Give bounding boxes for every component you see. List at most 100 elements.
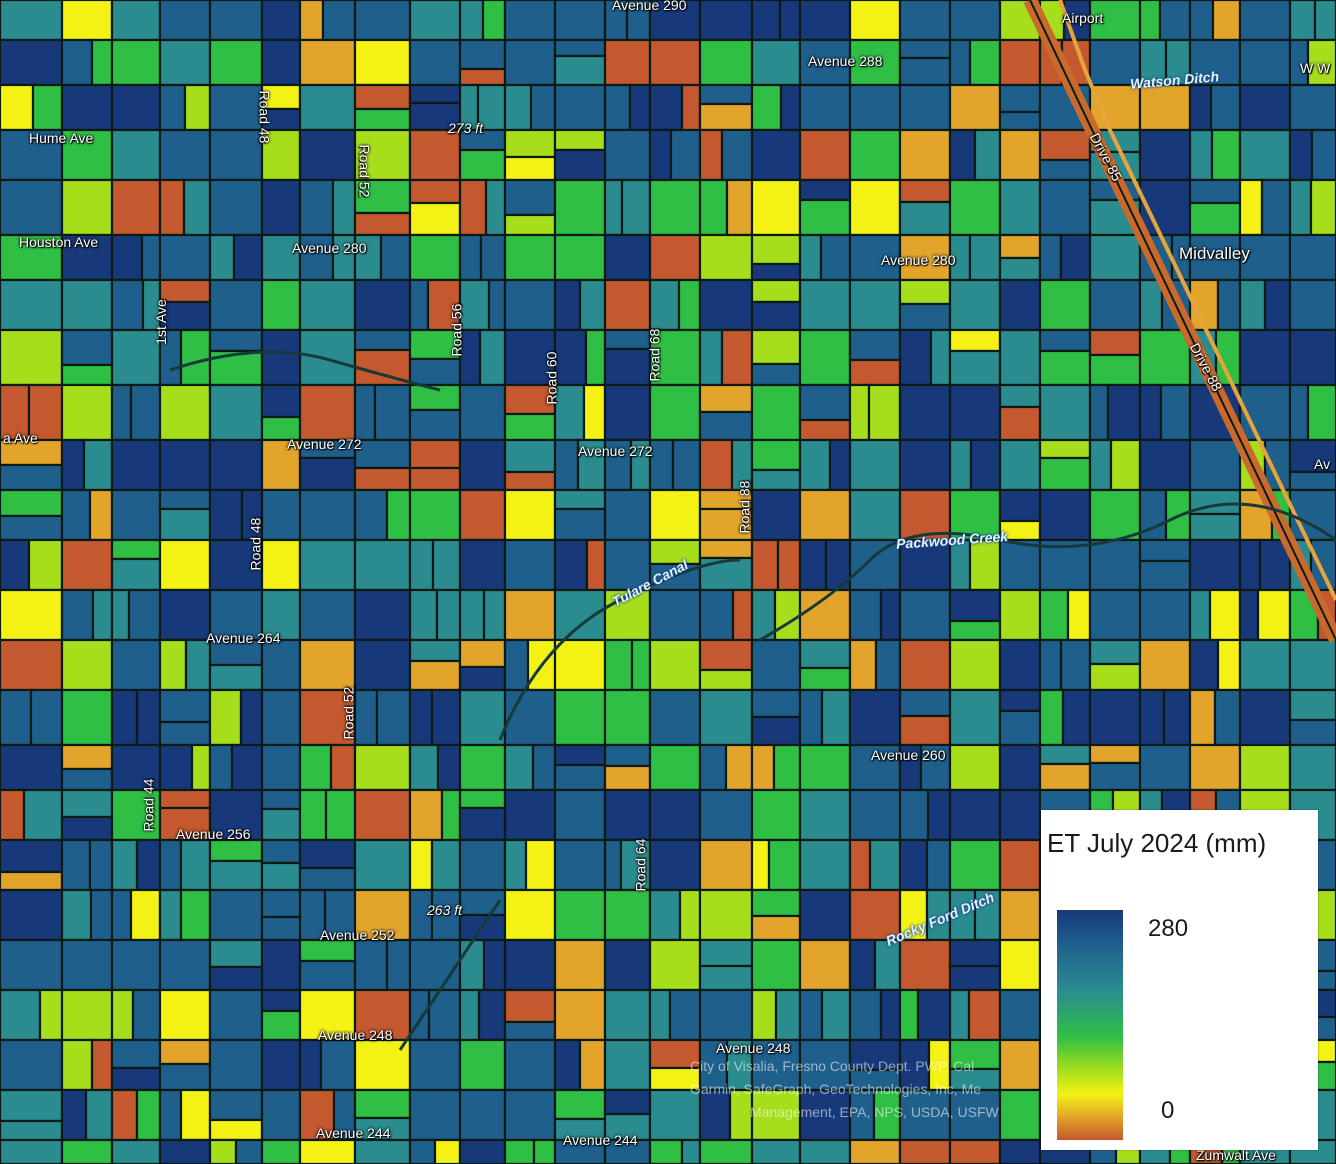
field-parcel: [750, 178, 802, 237]
field-parcel: [750, 715, 802, 747]
field-parcel: [408, 1088, 462, 1142]
field-parcel: [183, 83, 212, 132]
field-parcel: [458, 38, 507, 71]
field-parcel: [458, 178, 488, 237]
field-parcel: [208, 538, 264, 592]
field-parcel: [408, 128, 462, 182]
field-parcel: [1256, 588, 1292, 642]
field-parcel: [1288, 128, 1314, 182]
field-parcel: [31, 83, 64, 132]
field-parcel: [848, 638, 878, 692]
field-parcel: [208, 888, 264, 942]
field-parcel: [553, 233, 607, 282]
field-parcel: [948, 838, 1002, 892]
field-parcel: [408, 1038, 462, 1092]
field-parcel: [603, 888, 652, 942]
field-parcel: [208, 1138, 238, 1164]
field-parcel: [898, 302, 952, 332]
field-parcel: [926, 788, 952, 842]
field-parcel: [898, 438, 952, 492]
field-parcel: [603, 588, 652, 642]
field-parcel: [750, 262, 802, 282]
field-parcel: [1138, 0, 1162, 42]
field-parcel: [750, 233, 802, 266]
field-parcel: [698, 888, 754, 942]
field-parcel: [110, 383, 133, 442]
field-parcel: [208, 938, 264, 969]
field-parcel: [998, 38, 1042, 87]
field-parcel: [298, 959, 357, 992]
field-parcel: [750, 0, 782, 42]
field-parcel: [698, 83, 754, 106]
map-label-263-ft: 263 ft: [427, 902, 463, 918]
field-parcel: [603, 838, 623, 892]
field-parcel: [430, 888, 462, 942]
field-parcel: [767, 838, 802, 892]
field-parcel: [208, 488, 244, 542]
field-parcel: [553, 763, 607, 792]
field-parcel: [260, 638, 302, 692]
field-parcel: [408, 659, 462, 692]
field-parcel: [353, 211, 412, 237]
field-parcel: [948, 83, 1002, 132]
field-parcel: [1059, 638, 1092, 692]
field-parcel: [578, 278, 607, 332]
field-parcel: [298, 838, 357, 870]
field-parcel: [208, 988, 264, 1042]
field-parcel: [776, 538, 802, 592]
field-parcel: [553, 988, 607, 1042]
field-parcel: [110, 888, 133, 942]
field-parcel: [1188, 0, 1215, 42]
field-parcel: [750, 743, 776, 792]
field-parcel: [698, 743, 728, 792]
field-parcel: [798, 838, 852, 892]
field-parcel: [158, 838, 183, 892]
field-parcel: [353, 938, 389, 992]
field-parcel: [1238, 0, 1292, 42]
field-parcel: [110, 688, 139, 747]
field-parcel: [208, 128, 264, 182]
field-parcel: [582, 383, 607, 442]
field-parcel: [698, 668, 754, 692]
field-parcel: [798, 1088, 852, 1142]
field-parcel: [0, 888, 64, 942]
field-parcel: [868, 838, 902, 892]
field-parcel: [135, 1088, 162, 1142]
field-parcel: [648, 588, 702, 642]
map-label-av-east: Av: [1314, 456, 1331, 472]
field-parcel: [1038, 688, 1065, 747]
field-parcel: [584, 328, 607, 387]
field-parcel: [750, 83, 783, 132]
field-parcel: [553, 1088, 607, 1121]
map-label-avenue-272-west: Avenue 272: [287, 436, 362, 452]
field-parcel: [408, 466, 462, 492]
field-parcel: [484, 178, 507, 237]
field-parcel: [503, 588, 557, 642]
field-parcel: [898, 938, 952, 992]
field-parcel: [898, 128, 952, 182]
field-parcel: [648, 278, 681, 332]
field-parcel: [1238, 328, 1292, 387]
field-parcel: [929, 328, 952, 387]
field-parcel: [158, 507, 212, 542]
field-parcel: [478, 328, 507, 387]
field-parcel: [1260, 178, 1292, 237]
field-parcel: [603, 688, 652, 747]
field-parcel: [553, 788, 607, 842]
field-parcel: [1138, 278, 1164, 332]
field-parcel: [648, 438, 675, 492]
field-parcel: [60, 278, 114, 332]
field-parcel: [798, 488, 852, 542]
field-parcel: [998, 383, 1042, 409]
field-parcel: [0, 838, 64, 874]
field-parcel: [798, 743, 852, 792]
field-parcel: [1088, 83, 1142, 132]
field-parcel: [158, 588, 212, 642]
field-parcel: [750, 838, 771, 892]
field-parcel: [1238, 233, 1292, 282]
field-parcel: [503, 1038, 557, 1092]
field-parcel: [0, 743, 64, 792]
field-parcel: [948, 383, 1002, 442]
field-parcel: [0, 1138, 64, 1164]
